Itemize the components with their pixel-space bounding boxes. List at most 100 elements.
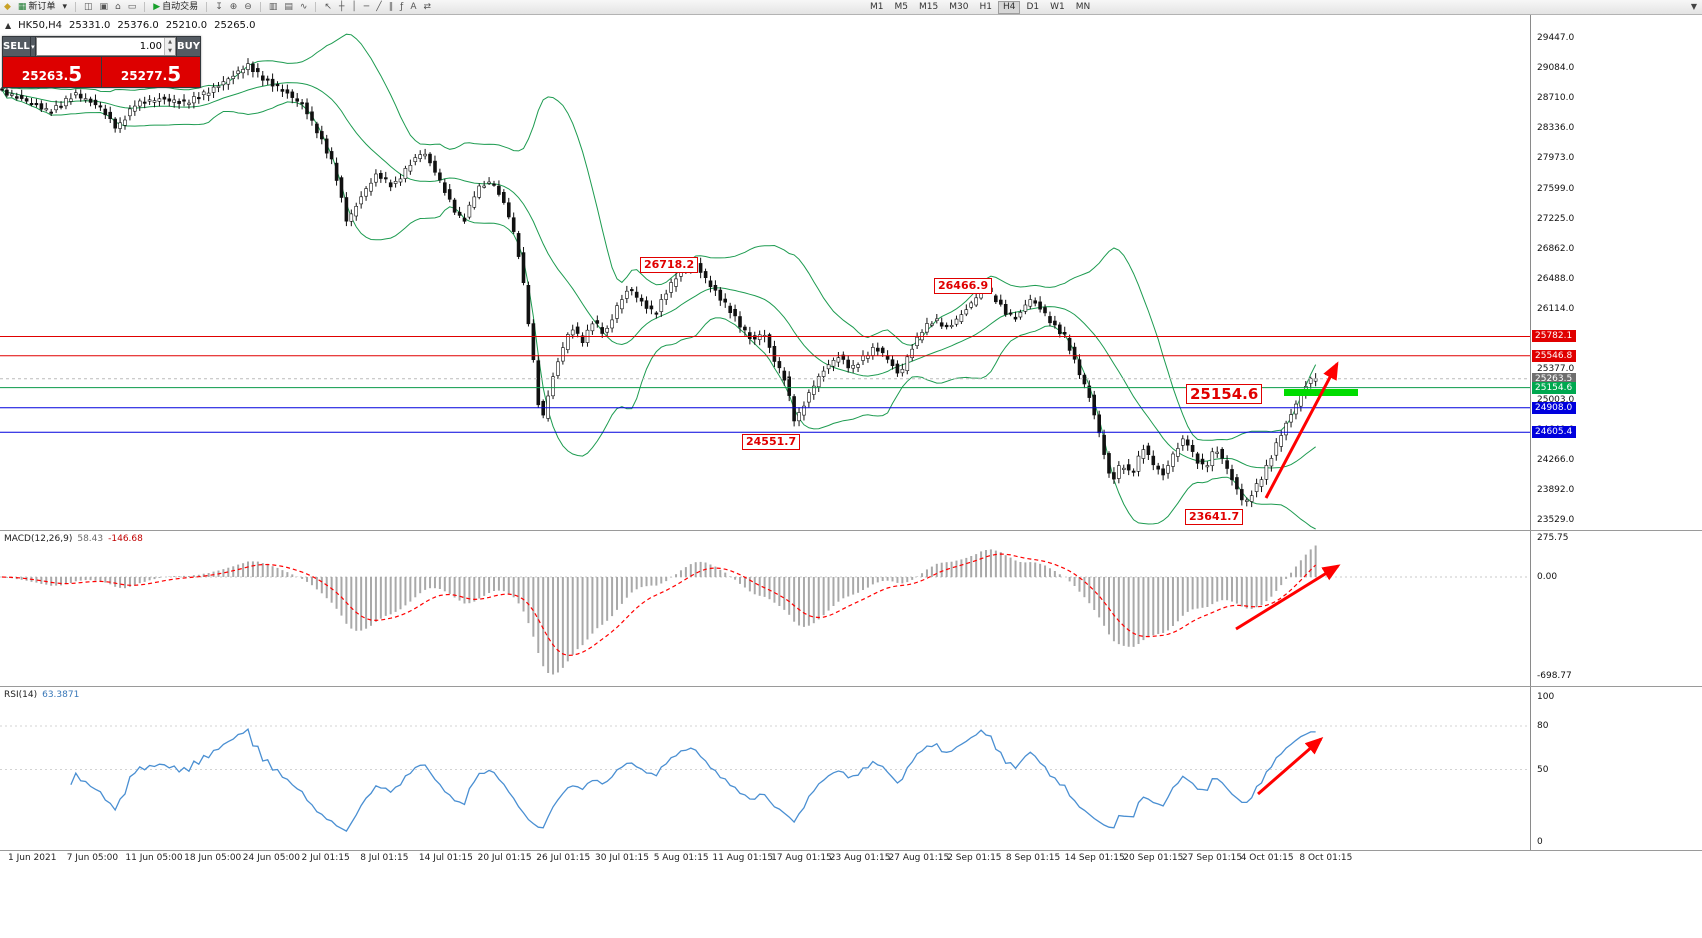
zoom-in-icon[interactable]: ⊕ [228, 1, 240, 14]
trend-arrow[interactable] [1264, 361, 1339, 499]
chart-symbol-header: ▲ HK50,H4 25331.0 25376.0 25210.0 25265.… [5, 20, 255, 31]
market-watch-icon[interactable]: ◫ [82, 1, 95, 14]
timeframe-button-h4[interactable]: H4 [997, 0, 1021, 14]
ohlc-high: 25376.0 [117, 20, 159, 31]
ohlc-close: 25265.0 [214, 20, 256, 31]
price-axis-label: 29447.0 [1537, 33, 1575, 43]
volume-field[interactable]: ▲ ▼ [36, 37, 177, 56]
ohlc-open: 25331.0 [69, 20, 111, 31]
bollinger-bands [1, 33, 1317, 530]
time-axis-label: 18 Jun 05:00 [184, 853, 242, 863]
price-axis-label: 26862.0 [1537, 243, 1575, 254]
channel-icon[interactable]: ∥ [387, 1, 396, 14]
toolbar-left-group: ◆ ▦ 新订单 ▾ ◫ ▣ ⌂ ▭ ▶ 自动交易 ↧ ⊕ ⊖ ▥ ▤ ∿ ↖ ┼ │ ─ ╱ ∥ ƒ A ⇄ [2, 0, 433, 14]
volume-down-icon[interactable]: ▼ [165, 46, 176, 55]
volume-input[interactable] [37, 38, 165, 55]
arrow-objects-icon-glyph: ⇄ [423, 1, 432, 12]
candlestick-chart[interactable] [0, 14, 1530, 530]
autotrading-button[interactable]: ▶ 自动交易 [151, 1, 200, 14]
vertical-line-icon[interactable]: │ [349, 1, 358, 14]
price-axis-label: 29084.0 [1537, 62, 1575, 73]
timeframe-button-m5[interactable]: M5 [894, 1, 909, 12]
price-axis-label: 25377.0 [1537, 364, 1575, 375]
volume-spinner: ▲ ▼ [164, 38, 176, 55]
zoom-in-icon-glyph: ⊕ [229, 1, 238, 12]
one-click-trading-panel: SELL ▾ ▲ ▼ BUY 25263.5 25277.5 [2, 36, 201, 88]
time-axis-label: 7 Jun 05:00 [66, 853, 119, 863]
time-axis-label: 5 Aug 01:15 [653, 853, 709, 863]
toolbar-separator [144, 2, 146, 12]
timeframe-button-d1[interactable]: D1 [1026, 1, 1040, 12]
toolbar-separator [74, 2, 76, 12]
rsi-axis-label: 50 [1537, 764, 1549, 775]
macd-histogram [5, 545, 1317, 675]
time-axis-label: 14 Jul 01:15 [418, 853, 473, 863]
price-axis-label: 26488.0 [1537, 274, 1575, 284]
terminal-panel-icon[interactable]: ▭ [126, 1, 139, 14]
new-order-button[interactable]: ▦ 新订单 [16, 1, 58, 14]
buy-price-main: 25277. [120, 69, 168, 83]
trend-arrow[interactable] [1257, 737, 1324, 796]
macd-indicator-panel[interactable] [0, 531, 1530, 686]
one-click-toggle-icon[interactable]: ▲ [5, 21, 12, 30]
rsi-indicator-panel[interactable] [0, 687, 1530, 850]
panel-separator[interactable] [0, 686, 1702, 687]
sell-options-caret-icon[interactable]: ▾ [30, 37, 36, 56]
autotrading-button-glyph: ▶ [153, 1, 161, 12]
zoom-out-icon[interactable]: ⊖ [242, 1, 254, 14]
cursor-icon-glyph: ↖ [324, 1, 332, 12]
sell-price-display[interactable]: 25263. 5 [3, 57, 101, 87]
data-window-icon-glyph: ▣ [99, 1, 109, 12]
price-axis-label: 27225.0 [1537, 213, 1575, 224]
timeframe-button-m30[interactable]: M30 [949, 1, 969, 12]
line-chart-icon[interactable]: ∿ [298, 1, 310, 14]
candlestick-chart-icon[interactable]: ▤ [282, 1, 295, 14]
time-axis-label: 1 Jun 2021 [8, 853, 57, 863]
price-axis-label: 23529.0 [1537, 515, 1575, 525]
timeframe-button-m1[interactable]: M1 [870, 1, 884, 12]
trend-arrow[interactable] [1235, 564, 1341, 631]
buy-button[interactable]: BUY [177, 37, 200, 56]
time-axis-label: 27 Sep 01:15 [1182, 853, 1243, 863]
rsi-axis-label: 100 [1537, 692, 1555, 702]
text-label-icon[interactable]: A [408, 1, 418, 14]
bollinger-lower [1, 89, 1316, 530]
indicator-list-icon-glyph: ↧ [215, 1, 223, 12]
timeframe-button-h1[interactable]: H1 [979, 1, 992, 12]
zoom-out-icon-glyph: ⊖ [244, 1, 252, 12]
timeframe-button-m15[interactable]: M15 [919, 1, 939, 12]
fibonacci-icon-glyph: ƒ [400, 1, 404, 12]
cursor-icon[interactable]: ↖ [322, 1, 334, 14]
timeframe-button-mn[interactable]: MN [1075, 1, 1091, 12]
timeframe-button-w1[interactable]: W1 [1050, 1, 1065, 12]
panel-separator[interactable] [0, 530, 1702, 531]
buy-price-pip: 5 [167, 62, 182, 86]
volume-up-icon[interactable]: ▲ [165, 38, 176, 47]
arrow-objects-icon[interactable]: ⇄ [421, 1, 433, 14]
sell-price-main: 25263. [21, 69, 69, 83]
price-axis-label: 28710.0 [1537, 93, 1575, 104]
horizontal-line-icon[interactable]: ─ [362, 1, 371, 14]
trendline-icon[interactable]: ╱ [374, 1, 383, 14]
time-axis[interactable]: 1 Jun 2021 7 Jun 05:00 11 Jun 05:00 18 Jun … [0, 851, 1530, 866]
crosshair-icon[interactable]: ┼ [337, 1, 346, 14]
price-axis-label: 24266.0 [1537, 454, 1575, 465]
sell-button[interactable]: SELL [3, 37, 30, 56]
indicator-list-icon[interactable]: ↧ [213, 1, 225, 14]
fibonacci-icon[interactable]: ƒ [398, 1, 405, 14]
bar-chart-icon[interactable]: ▥ [267, 1, 280, 14]
navigator-icon[interactable]: ⌂ [113, 1, 123, 14]
terminal-icon[interactable]: ◆ [2, 1, 13, 14]
buy-price-display[interactable]: 25277. 5 [102, 57, 200, 87]
toolbar-collapse-icon[interactable]: ▼ [1690, 2, 1697, 11]
price-tag-25546.8: 25546.8 [1532, 349, 1576, 362]
time-axis-label: 30 Jul 01:15 [595, 853, 649, 863]
line-chart-icon-glyph: ∿ [299, 1, 308, 12]
macd-label: MACD(12,26,9) [4, 534, 73, 544]
price-axis-label: 27599.0 [1537, 183, 1575, 194]
price-axis[interactable]: 29447.0 29084.0 28710.0 28336.0 27973.0 27599… [1530, 14, 1702, 851]
data-window-icon[interactable]: ▣ [98, 1, 111, 14]
new-order-caret-icon[interactable]: ▾ [60, 1, 69, 14]
market-watch-icon-glyph: ◫ [83, 1, 93, 12]
